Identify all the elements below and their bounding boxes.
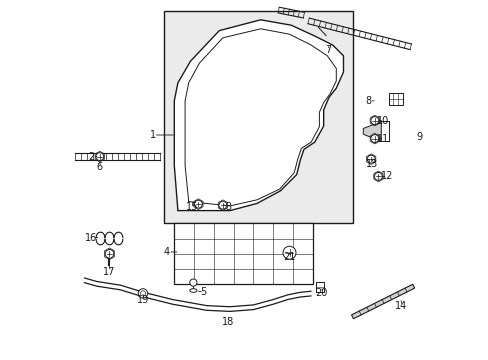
Text: 10: 10 (376, 116, 388, 126)
Text: 13: 13 (366, 159, 378, 169)
Text: 17: 17 (103, 267, 116, 277)
Text: 8: 8 (365, 96, 371, 106)
Text: 18: 18 (222, 317, 234, 327)
Polygon shape (363, 121, 381, 141)
Text: 20: 20 (315, 288, 327, 298)
Circle shape (194, 200, 202, 208)
Text: 9: 9 (415, 132, 421, 142)
Bar (163, 11, 352, 223)
Text: 4: 4 (163, 247, 170, 257)
Bar (387, 93, 402, 105)
Text: 1: 1 (149, 130, 156, 140)
Text: 15: 15 (186, 202, 198, 212)
Text: 6: 6 (97, 162, 102, 172)
Bar (174, 223, 312, 284)
Bar (316, 282, 324, 292)
Text: 3: 3 (225, 202, 231, 212)
Ellipse shape (189, 289, 197, 292)
Circle shape (96, 153, 103, 161)
Text: 5: 5 (200, 287, 206, 297)
Text: 21: 21 (283, 252, 295, 262)
Polygon shape (174, 20, 343, 211)
Circle shape (105, 249, 114, 258)
Polygon shape (351, 284, 414, 319)
Text: 19: 19 (137, 294, 149, 305)
Circle shape (366, 155, 374, 163)
Text: 2: 2 (88, 152, 95, 162)
Circle shape (374, 172, 382, 180)
Text: 12: 12 (380, 171, 392, 181)
Text: 11: 11 (376, 134, 388, 144)
Text: 14: 14 (394, 301, 407, 311)
Circle shape (370, 117, 378, 125)
Text: 7: 7 (324, 45, 330, 55)
Circle shape (140, 291, 145, 296)
Circle shape (283, 246, 295, 259)
Circle shape (370, 135, 378, 143)
Circle shape (189, 279, 197, 286)
Circle shape (219, 201, 226, 209)
Text: 16: 16 (85, 233, 98, 243)
Circle shape (138, 289, 147, 298)
